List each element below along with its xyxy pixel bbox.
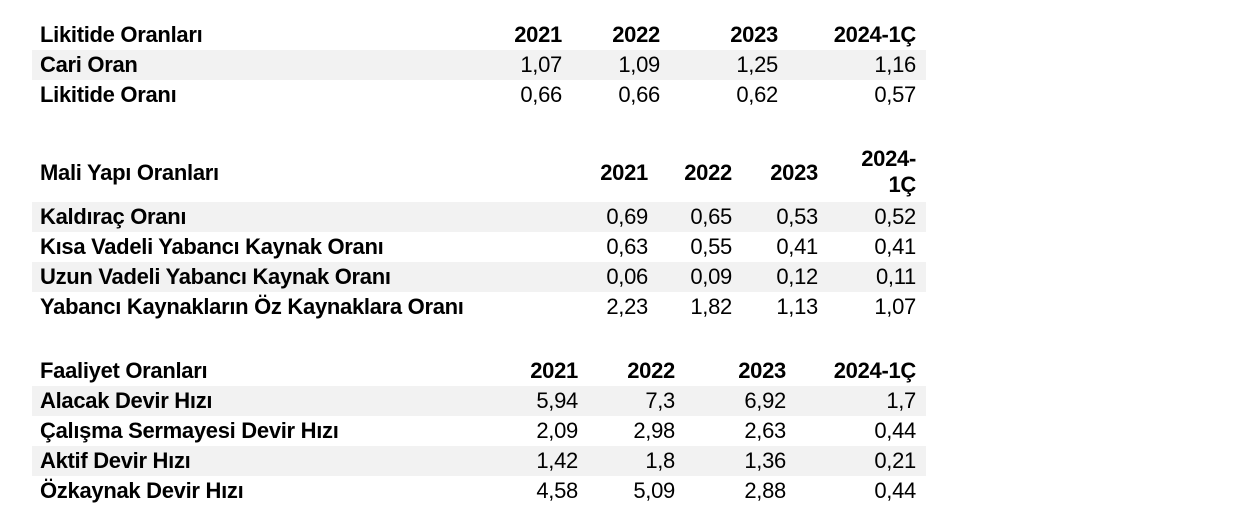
cell-value: 2,88: [744, 478, 786, 503]
cell-value: 1,09: [618, 52, 660, 77]
table-row: Aktif Devir Hızı 1,42 1,8 1,36 0,21: [32, 446, 926, 476]
row-label: Uzun Vadeli Yabancı Kaynak Oranı: [40, 264, 391, 289]
cell-value: 1,82: [690, 294, 732, 319]
table-header: Likitide Oranları 2021 2022 2023 2024-1Ç: [32, 20, 926, 50]
column-header: 2022: [684, 160, 732, 185]
column-header: 2021: [530, 358, 578, 383]
table-header: Faaliyet Oranları 2021 2022 2023 2024-1Ç: [32, 356, 926, 386]
cell-value: 0,66: [618, 82, 660, 107]
cell-value: 0,12: [776, 264, 818, 289]
cell-value: 0,41: [776, 234, 818, 259]
column-header: 2024-1Ç: [861, 146, 916, 198]
column-header: 2023: [730, 22, 778, 47]
cell-value: 2,23: [606, 294, 648, 319]
cell-value: 4,58: [536, 478, 578, 503]
cell-value: 7,3: [645, 388, 675, 413]
row-label: Kısa Vadeli Yabancı Kaynak Oranı: [40, 234, 384, 259]
cell-value: 5,94: [536, 388, 578, 413]
cell-value: 2,63: [744, 418, 786, 443]
cell-value: 0,62: [736, 82, 778, 107]
table-row: Özkaynak Devir Hızı 4,58 5,09 2,88 0,44: [32, 476, 926, 506]
table-title: Faaliyet Oranları: [40, 358, 208, 383]
row-label: Alacak Devir Hızı: [40, 388, 213, 413]
cell-value: 0,09: [690, 264, 732, 289]
row-label: Aktif Devir Hızı: [40, 448, 191, 473]
cell-value: 0,55: [690, 234, 732, 259]
cell-value: 1,8: [645, 448, 675, 473]
cell-value: 5,09: [633, 478, 675, 503]
column-header: 2022: [612, 22, 660, 47]
column-header-line: 1Ç: [888, 172, 916, 197]
column-header: 2021: [600, 160, 648, 185]
cell-value: 1,7: [886, 388, 916, 413]
cell-value: 1,42: [536, 448, 578, 473]
cell-value: 2,98: [633, 418, 675, 443]
cell-value: 0,44: [874, 418, 916, 443]
financial-structure-ratios-table: Mali Yapı Oranları 2021 2022 2023 2024- 1…: [32, 144, 926, 322]
cell-value: 0,63: [606, 234, 648, 259]
cell-value: 1,13: [776, 294, 818, 319]
row-label: Likitide Oranı: [40, 82, 177, 107]
cell-value: 0,65: [690, 204, 732, 229]
cell-value: 0,53: [776, 204, 818, 229]
cell-value: 1,07: [520, 52, 562, 77]
column-header: 2023: [770, 160, 818, 185]
cell-value: 1,16: [874, 52, 916, 77]
table-row: Yabancı Kaynakların Öz Kaynaklara Oranı …: [32, 292, 926, 322]
column-header: 2023: [738, 358, 786, 383]
cell-value: 2,09: [536, 418, 578, 443]
cell-value: 0,44: [874, 478, 916, 503]
table-row: Alacak Devir Hızı 5,94 7,3 6,92 1,7: [32, 386, 926, 416]
table-row: Cari Oran 1,07 1,09 1,25 1,16: [32, 50, 926, 80]
column-header: 2021: [514, 22, 562, 47]
row-label: Özkaynak Devir Hızı: [40, 478, 244, 503]
cell-value: 0,66: [520, 82, 562, 107]
cell-value: 0,21: [874, 448, 916, 473]
row-label: Çalışma Sermayesi Devir Hızı: [40, 418, 339, 443]
table-row: Kaldıraç Oranı 0,69 0,65 0,53 0,52: [32, 202, 926, 232]
activity-ratios-table: Faaliyet Oranları 2021 2022 2023 2024-1Ç…: [32, 356, 926, 506]
table-header: Mali Yapı Oranları 2021 2022 2023 2024- 1…: [32, 144, 926, 202]
cell-value: 1,25: [736, 52, 778, 77]
liquidity-ratios-table: Likitide Oranları 2021 2022 2023 2024-1Ç…: [32, 20, 926, 112]
column-header: 2022: [627, 358, 675, 383]
table-row: Çalışma Sermayesi Devir Hızı 2,09 2,98 2…: [32, 416, 926, 446]
cell-value: 1,07: [874, 294, 916, 319]
cell-value: 6,92: [744, 388, 786, 413]
cell-value: 0,11: [876, 264, 916, 289]
row-label: Cari Oran: [40, 52, 138, 77]
table-row: Uzun Vadeli Yabancı Kaynak Oranı 0,06 0,…: [32, 262, 926, 292]
row-label: Yabancı Kaynakların Öz Kaynaklara Oranı: [40, 294, 464, 319]
table-row: Kısa Vadeli Yabancı Kaynak Oranı 0,63 0,…: [32, 232, 926, 262]
cell-value: 0,57: [874, 82, 916, 107]
cell-value: 0,52: [874, 204, 916, 229]
column-header: 2024-1Ç: [833, 358, 917, 383]
column-header: 2024-1Ç: [833, 22, 917, 47]
table-title: Likitide Oranları: [40, 22, 203, 47]
row-label: Kaldıraç Oranı: [40, 204, 187, 229]
table-title: Mali Yapı Oranları: [40, 160, 219, 185]
column-header-line: 2024-: [861, 146, 916, 171]
cell-value: 1,36: [744, 448, 786, 473]
cell-value: 0,06: [606, 264, 648, 289]
cell-value: 0,69: [606, 204, 648, 229]
table-row: Likitide Oranı 0,66 0,66 0,62 0,57: [32, 80, 926, 112]
cell-value: 0,41: [874, 234, 916, 259]
